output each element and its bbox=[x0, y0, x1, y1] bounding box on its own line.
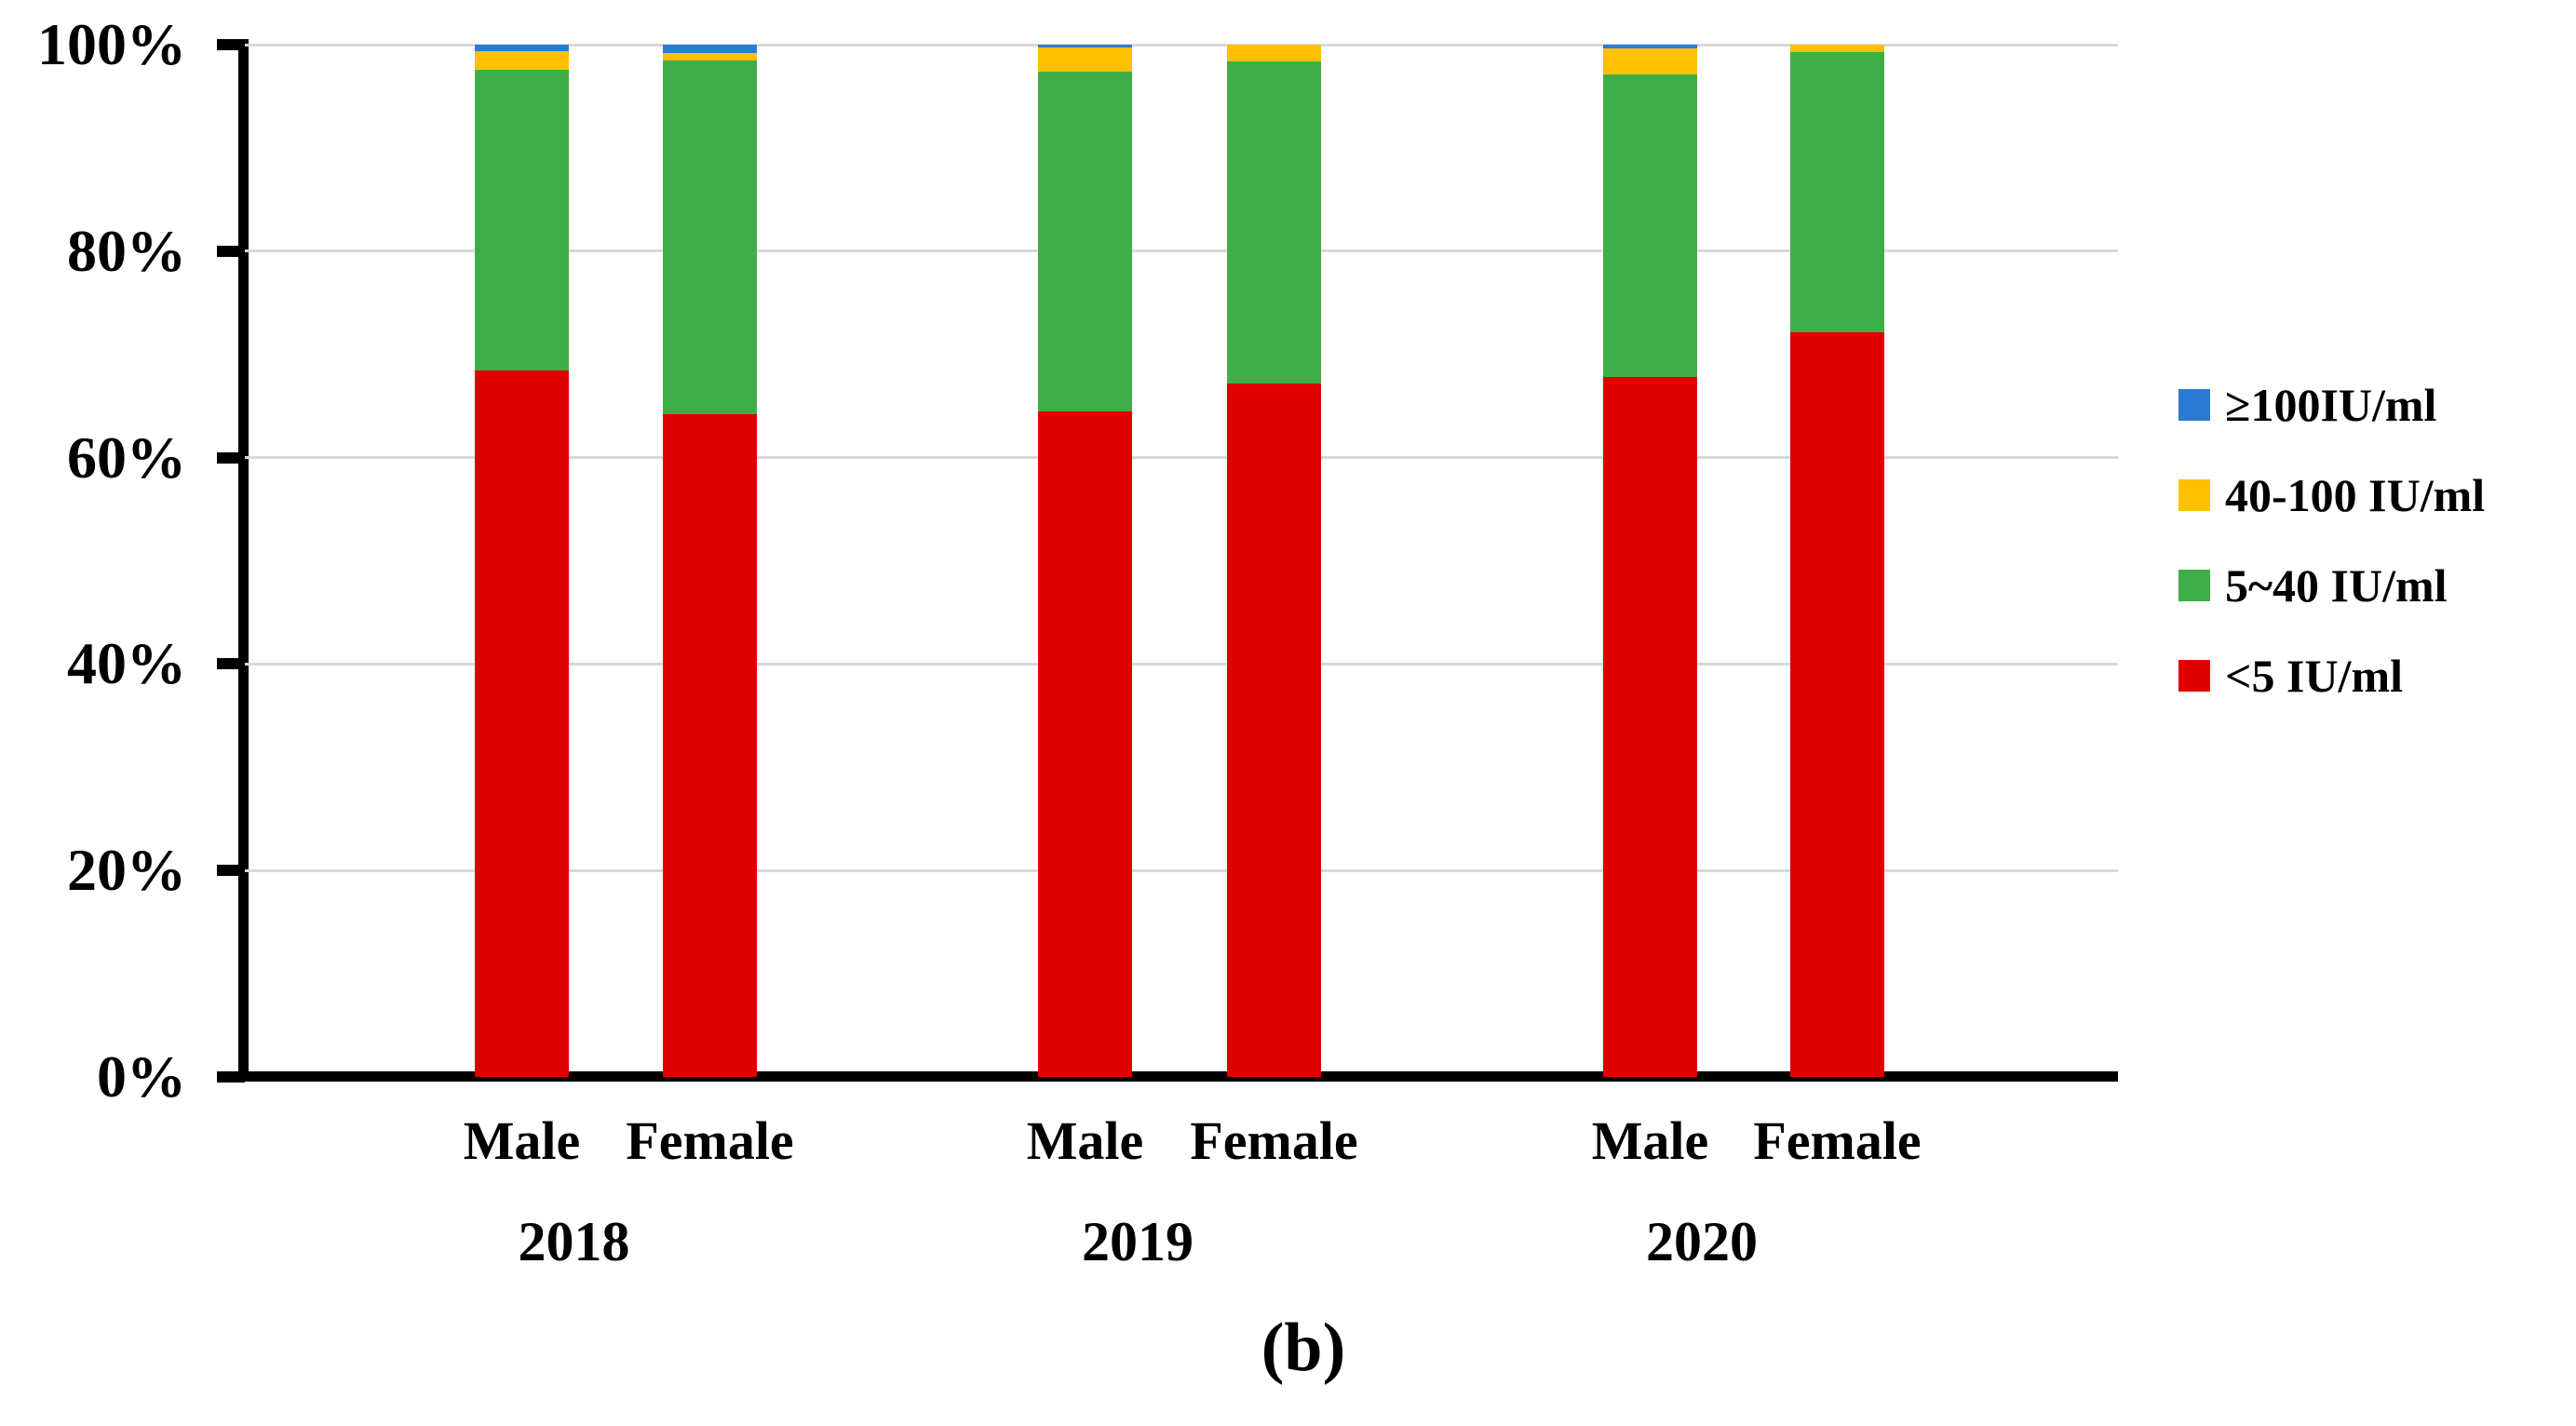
bar-2020-male bbox=[1603, 45, 1697, 1077]
y-tick-label-0: 0% bbox=[97, 1043, 186, 1110]
segment-2019-female-s40_100 bbox=[1227, 45, 1321, 61]
legend-label-s5_40: 5~40 IU/ml bbox=[2225, 559, 2448, 612]
year-label-2018: 2018 bbox=[518, 1211, 630, 1272]
legend-item-s5_40: 5~40 IU/ml bbox=[2178, 559, 2485, 612]
segment-2018-female-lt5 bbox=[663, 414, 757, 1077]
y-tick-60 bbox=[217, 451, 245, 464]
x-label-2019-male: Male bbox=[1026, 1110, 1144, 1171]
legend-item-s40_100: 40-100 IU/ml bbox=[2178, 469, 2486, 521]
legend-swatch-lt5 bbox=[2178, 660, 2210, 692]
bar-2019-male bbox=[1038, 45, 1132, 1077]
bar-2018-female bbox=[663, 45, 757, 1077]
gridline-60 bbox=[244, 456, 2118, 460]
y-tick-40 bbox=[217, 658, 245, 670]
y-tick-label-80: 80% bbox=[67, 217, 186, 284]
segment-2019-female-lt5 bbox=[1227, 383, 1321, 1077]
x-axis-line bbox=[238, 1071, 2118, 1082]
y-tick-label-100: 100% bbox=[37, 11, 186, 77]
y-tick-100 bbox=[217, 39, 245, 50]
bar-2019-female bbox=[1227, 45, 1321, 1077]
gridline-80 bbox=[244, 249, 2118, 253]
segment-2018-male-s5_40 bbox=[475, 69, 569, 371]
x-label-2020-female: Female bbox=[1753, 1110, 1922, 1171]
y-tick-80 bbox=[217, 245, 245, 257]
segment-2020-male-s40_100 bbox=[1603, 48, 1697, 75]
year-label-2020: 2020 bbox=[1646, 1211, 1758, 1272]
y-tick-label-20: 20% bbox=[67, 837, 186, 904]
segment-2019-male-lt5 bbox=[1038, 410, 1132, 1077]
y-tick-label-40: 40% bbox=[67, 630, 186, 697]
legend-swatch-s40_100 bbox=[2178, 479, 2210, 511]
x-label-2019-female: Female bbox=[1190, 1110, 1358, 1171]
legend-label-lt5: <5 IU/ml bbox=[2225, 650, 2403, 702]
legend-item-lt5: <5 IU/ml bbox=[2178, 650, 2485, 702]
segment-2020-female-lt5 bbox=[1790, 332, 1884, 1077]
segment-2018-female-s5_40 bbox=[663, 60, 757, 415]
segment-2019-male-s40_100 bbox=[1038, 47, 1132, 72]
x-label-2020-male: Male bbox=[1591, 1110, 1709, 1171]
legend-item-ge100: ≥100IU/ml bbox=[2178, 379, 2485, 431]
segment-2020-female-s40_100 bbox=[1790, 45, 1884, 52]
bar-2020-female bbox=[1790, 45, 1884, 1077]
y-tick-20 bbox=[217, 865, 245, 877]
segment-2020-male-lt5 bbox=[1603, 377, 1697, 1077]
gridline-40 bbox=[244, 662, 2118, 666]
segment-2018-male-lt5 bbox=[475, 370, 569, 1077]
y-tick-0 bbox=[217, 1071, 245, 1083]
segment-2019-male-ge100 bbox=[1038, 45, 1132, 48]
chart-legend: ≥100IU/ml 40-100 IU/ml 5~40 IU/ml <5 IU/ml bbox=[2178, 379, 2486, 749]
segment-2020-male-ge100 bbox=[1603, 45, 1697, 49]
legend-swatch-ge100 bbox=[2178, 389, 2210, 421]
segment-2018-female-ge100 bbox=[663, 45, 757, 53]
year-label-2019: 2019 bbox=[1082, 1211, 1194, 1272]
y-axis-line bbox=[238, 39, 249, 1080]
segment-2020-male-s5_40 bbox=[1603, 74, 1697, 378]
figure-caption: (b) bbox=[1261, 1310, 1346, 1386]
legend-label-s40_100: 40-100 IU/ml bbox=[2225, 469, 2486, 521]
segment-2020-female-s5_40 bbox=[1790, 51, 1884, 333]
gridline-100 bbox=[244, 43, 2118, 47]
legend-swatch-s5_40 bbox=[2178, 570, 2210, 601]
segment-2018-male-s40_100 bbox=[475, 50, 569, 70]
segment-2019-male-s5_40 bbox=[1038, 71, 1132, 411]
legend-label-ge100: ≥100IU/ml bbox=[2225, 379, 2437, 431]
bar-2018-male bbox=[475, 45, 569, 1077]
x-label-2018-male: Male bbox=[463, 1110, 581, 1171]
segment-2018-male-ge100 bbox=[475, 45, 569, 51]
gridline-20 bbox=[244, 868, 2118, 872]
y-tick-label-60: 60% bbox=[67, 424, 186, 491]
x-label-2018-female: Female bbox=[626, 1110, 794, 1171]
segment-2018-female-s40_100 bbox=[663, 52, 757, 61]
segment-2019-female-s5_40 bbox=[1227, 61, 1321, 383]
